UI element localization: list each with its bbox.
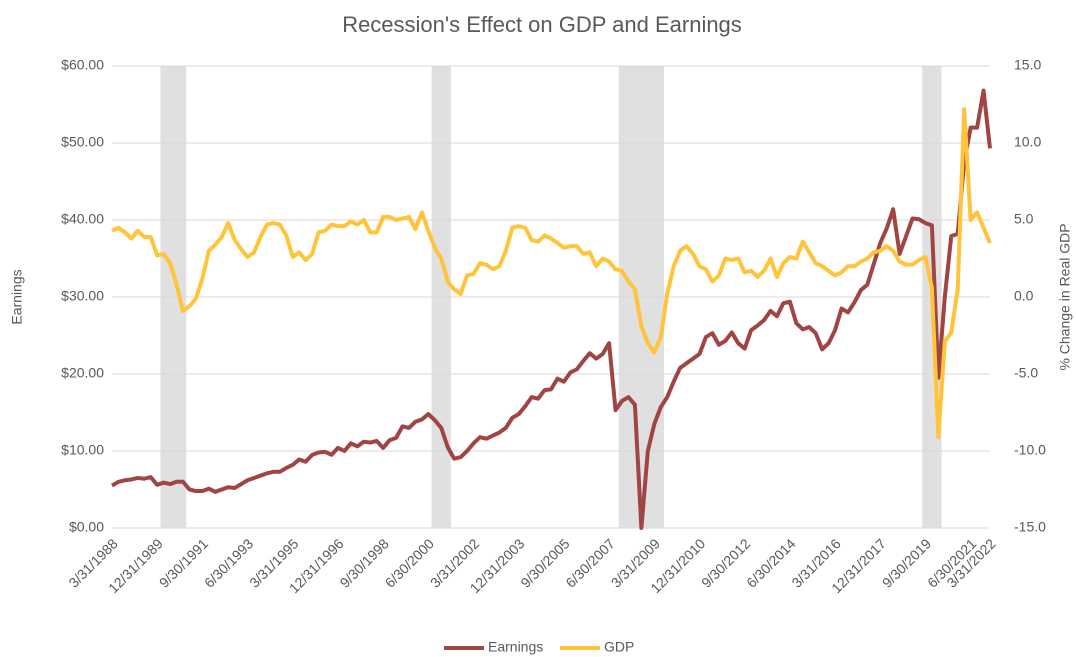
y2-tick-label: 15.0 bbox=[1014, 57, 1041, 73]
legend-label: GDP bbox=[604, 639, 634, 655]
y2-tick-label: -5.0 bbox=[1014, 365, 1038, 381]
y2-tick-label: 0.0 bbox=[1014, 288, 1034, 304]
chart-title: Recession's Effect on GDP and Earnings bbox=[342, 12, 742, 37]
y2-tick-label: 10.0 bbox=[1014, 134, 1041, 150]
y-tick-label: $40.00 bbox=[61, 211, 104, 227]
series-line bbox=[110, 88, 992, 530]
y-tick-label: $30.00 bbox=[61, 288, 104, 304]
y-tick-label: $20.00 bbox=[61, 365, 104, 381]
y2-axis-label: % Change in Real GDP bbox=[1057, 223, 1073, 370]
y-tick-label: $60.00 bbox=[61, 57, 104, 73]
y2-tick-label: -10.0 bbox=[1014, 442, 1046, 458]
y-tick-label: $0.00 bbox=[69, 519, 104, 535]
y2-tick-label: -15.0 bbox=[1014, 519, 1046, 535]
legend-label: Earnings bbox=[488, 639, 543, 655]
y-axis-label: Earnings bbox=[9, 269, 25, 324]
y-tick-label: $50.00 bbox=[61, 134, 104, 150]
y2-tick-label: 5.0 bbox=[1014, 211, 1034, 227]
y-tick-label: $10.00 bbox=[61, 442, 104, 458]
series-line bbox=[111, 107, 992, 440]
